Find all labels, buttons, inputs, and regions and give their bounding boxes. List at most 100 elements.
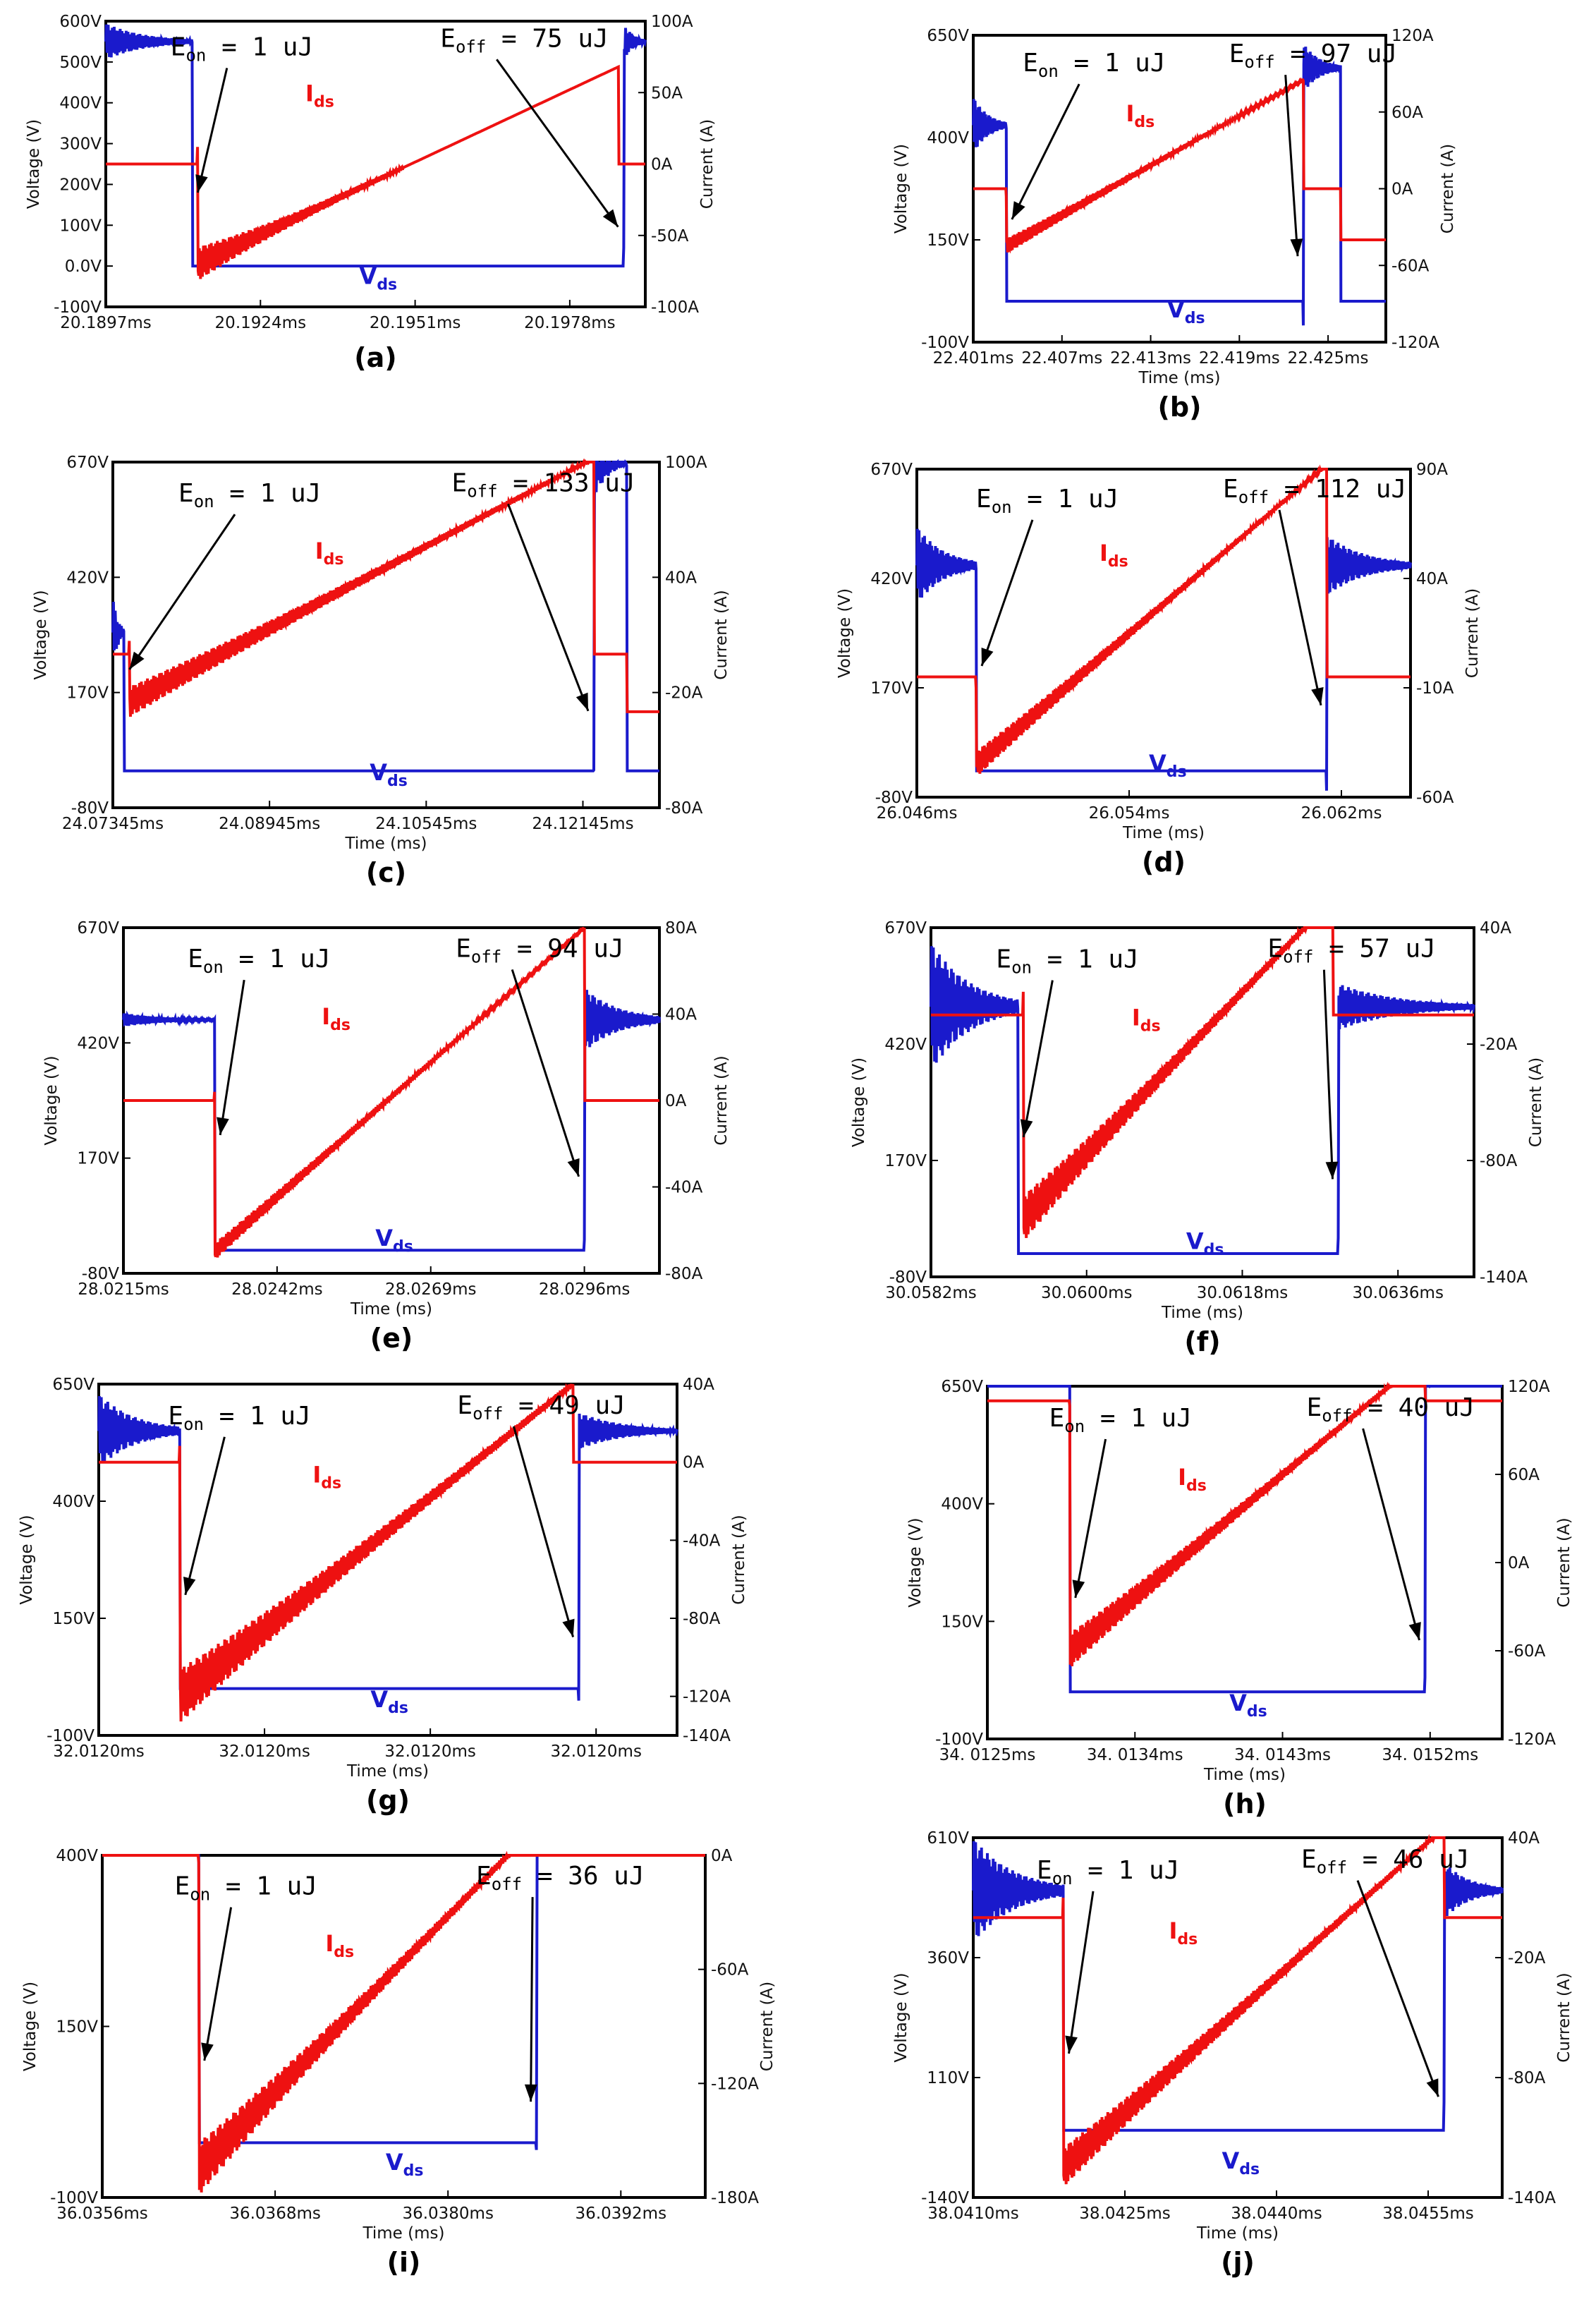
y2-axis-label: Current (A) [1527,1057,1545,1147]
y2-tick-label: 60A [1391,104,1423,122]
x-tick-label: 22.401ms [933,349,1014,368]
x-tick-label: 20.1978ms [524,314,616,332]
y2-tick-label: 90A [1416,461,1448,479]
y-tick-label: -80V [889,1268,927,1287]
x-tick-label: 32.0120ms [53,1742,145,1761]
eon-annotation: Eon = 1 uJ [996,945,1138,978]
vds-label-subscript: ds [1204,1241,1224,1259]
plot-frame [930,926,1475,1278]
series-ids-trace [931,926,1474,1238]
eoff-subscript: off [456,37,486,56]
y2-tick-label: -20A [665,684,703,703]
y-tick-label: 300V [59,135,102,154]
x-axis-label: Time (ms) [1138,369,1221,387]
series-vds-trace [972,47,1386,326]
y2-tick-label: 0A [711,1847,733,1865]
y-tick-label: -100V [47,1727,95,1745]
y2-tick-label: -10A [1416,679,1454,698]
eon-subscript: on [1038,61,1059,81]
x-tick-label: 24.07345ms [62,815,164,833]
y-tick-label: 200V [59,176,102,194]
y-tick-label: 150V [927,231,969,250]
plot-frame [915,468,1412,799]
eoff-arrow [511,969,580,1177]
eon-subscript: on [992,497,1012,517]
eoff-annotation: Eoff = 49 uJ [457,1391,625,1424]
vds-label-subscript: ds [393,1238,413,1256]
ids-label-subscript: ds [1108,553,1128,571]
x-tick-label: 26.062ms [1301,804,1382,823]
eoff-subscript: off [1238,487,1269,507]
eon-annotation: Eon = 1 uJ [1023,49,1165,81]
x-tick-label: 26.046ms [877,804,958,823]
eoff-arrowhead-icon [1426,2078,1439,2097]
eon-arrowhead-icon [195,174,208,193]
eon-value: = 1 uJ [210,1872,317,1901]
eoff-arrow [1362,1428,1420,1641]
vds-label: Vds [370,1686,408,1717]
y2-tick-label: -60A [1508,1642,1546,1661]
eoff-value: = 40 uJ [1353,1393,1475,1422]
panel-label: (d) [1142,847,1186,878]
x-tick-label: 34. 0152ms [1382,1746,1478,1764]
eoff-value: = 36 uJ [522,1862,644,1891]
y-axis-label: Voltage (V) [42,1055,61,1145]
eon-arrow [1074,1438,1107,1599]
y2-axis-label: Current (A) [1555,1517,1573,1607]
vds-label: Vds [1149,750,1187,781]
y2-axis-label: Current (A) [698,119,717,209]
vds-label: Vds [370,759,408,790]
x-tick-label: 24.08945ms [219,815,320,833]
vds-label-subscript: ds [1239,2161,1260,2178]
eon-arrow [219,979,245,1136]
eoff-arrow [530,1897,534,2102]
y-tick-label: 170V [870,679,913,698]
x-tick-label: 20.1951ms [370,314,461,332]
y2-tick-label: -40A [683,1532,721,1550]
y-axis-label: Voltage (V) [836,588,854,678]
eon-value: = 1 uJ [224,945,331,974]
series-ids-trace [987,1381,1502,1667]
eoff-value: = 97 uJ [1275,40,1397,68]
plot-frame [97,1383,678,1737]
ids-label-subscript: ds [321,1474,341,1492]
eoff-value: = 133 uJ [498,468,635,497]
x-tick-label: 38.0455ms [1382,2205,1474,2223]
y-tick-label: 420V [77,1034,119,1053]
eon-subscript: on [1011,958,1032,978]
panel-label: (e) [370,1323,413,1354]
eon-arrowhead-icon [1020,1119,1033,1137]
eon-value: = 1 uJ [204,1402,311,1431]
y2-tick-label: -20A [1508,1949,1546,1968]
y-tick-label: -100V [50,2189,98,2207]
ids-label: Ids [312,1461,341,1492]
vds-label-subscript: ds [1247,1703,1267,1721]
chart-panel-f: 670V 420V 170V -80V 40A -20A -80A -140A 30.0582m… [850,919,1545,1357]
x-tick-label: 24.12145ms [532,815,633,833]
y-tick-label: 650V [927,27,969,45]
chart-panel-c: 670V 420V 170V -80V 100A 40A -20A -80A 24.07345m… [32,454,731,888]
panel-label: (f) [1184,1326,1220,1357]
eoff-arrowhead-icon [1325,1161,1339,1180]
y2-tick-label: -120A [683,1688,731,1706]
panel-label: (b) [1158,392,1202,423]
eon-annotation: Eon = 1 uJ [188,945,330,977]
x-tick-label: 38.0425ms [1079,2205,1171,2223]
eoff-arrow [1322,969,1334,1180]
y-axis-label: Voltage (V) [18,1515,36,1604]
ids-label: Ids [322,1003,351,1034]
y2-tick-label: -100A [651,298,699,317]
eoff-annotation: Eoff = 97 uJ [1229,40,1397,72]
x-tick-label: 38.0410ms [927,2205,1019,2223]
eoff-annotation: Eoff = 36 uJ [476,1862,644,1894]
eon-value: = 1 uJ [1073,1856,1180,1885]
y2-tick-label: -50A [651,227,689,245]
eoff-annotation: Eoff = 112 uJ [1223,475,1406,507]
x-tick-label: 20.1897ms [60,314,152,332]
y2-tick-label: -140A [1508,2189,1556,2207]
eon-arrowhead-icon [183,1576,196,1595]
eon-arrow [196,68,229,193]
eoff-arrowhead-icon [562,1618,575,1637]
eon-arrowhead-icon [217,1117,229,1135]
x-tick-label: 22.413ms [1110,349,1191,368]
